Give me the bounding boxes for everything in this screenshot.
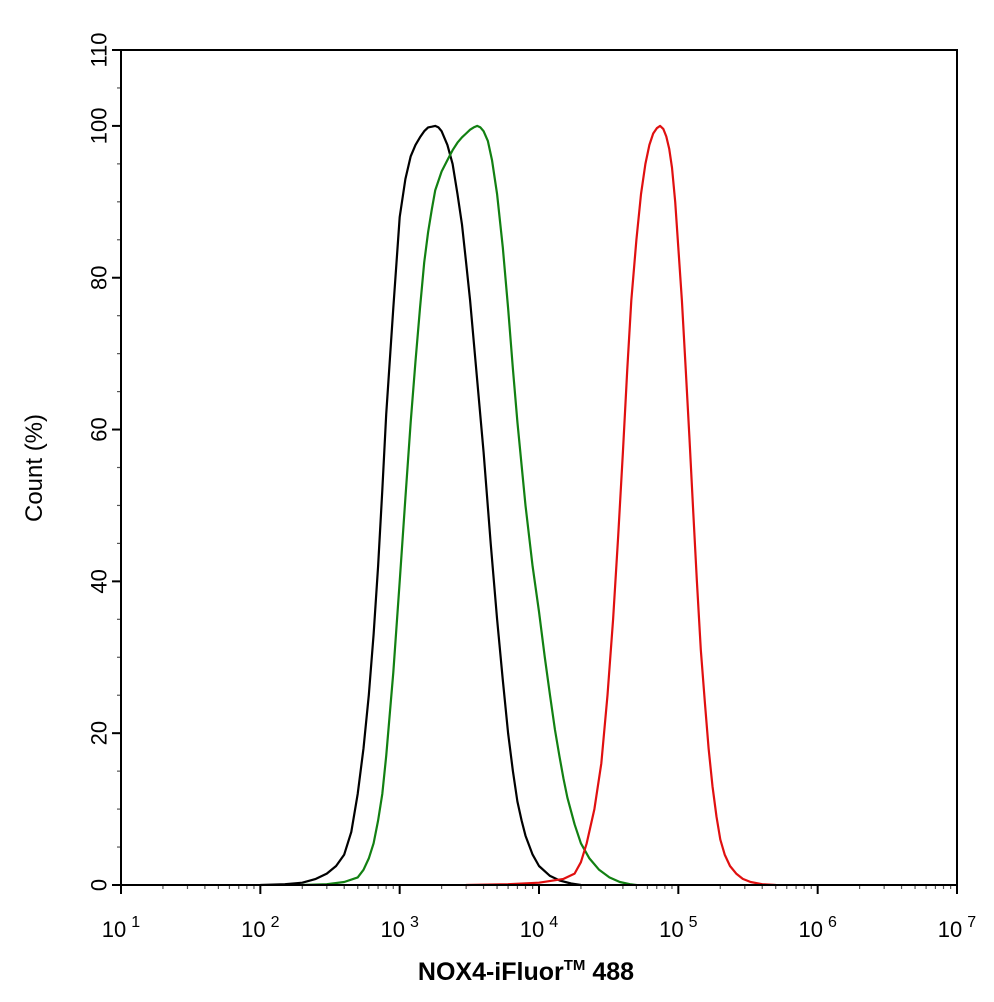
series-line-1 [260,124,582,887]
x-tick-label: 10 4 [520,914,558,942]
y-tick-label: 100 [87,108,112,145]
y-tick-label: 20 [87,721,112,745]
y-axis-title: Count (%) [21,414,48,522]
x-tick-label: 10 1 [102,914,140,942]
y-tick-labels: 0 20 40 60 80 100 110 [87,32,112,891]
x-axis-title: NOX4-iFluorTM 488 [418,957,634,986]
minor-ticks [117,87,952,889]
y-tick-label: 0 [87,879,112,891]
series-line-3 [466,124,776,887]
x-tick-label: 10 5 [659,914,697,942]
series-layer [260,124,776,887]
x-tick-label: 10 3 [380,914,418,942]
x-axis-title-main: NOX4-iFluor [418,958,564,986]
x-tick-labels: 10 1 10 2 10 3 10 4 10 5 10 6 10 7 [102,914,976,942]
y-tick-label: 80 [87,265,112,289]
major-ticks [112,49,958,894]
x-axis-title-mark: TM [564,957,586,974]
y-tick-label: 110 [87,32,112,67]
x-axis-title-suffix: 488 [585,958,634,986]
y-tick-label: 40 [87,569,112,593]
x-tick-label: 10 6 [798,914,836,942]
x-tick-label: 10 7 [938,914,976,942]
series-line-2 [302,124,637,887]
x-tick-label: 10 2 [241,914,279,942]
plot-frame [120,49,958,886]
y-tick-label: 60 [87,417,112,441]
